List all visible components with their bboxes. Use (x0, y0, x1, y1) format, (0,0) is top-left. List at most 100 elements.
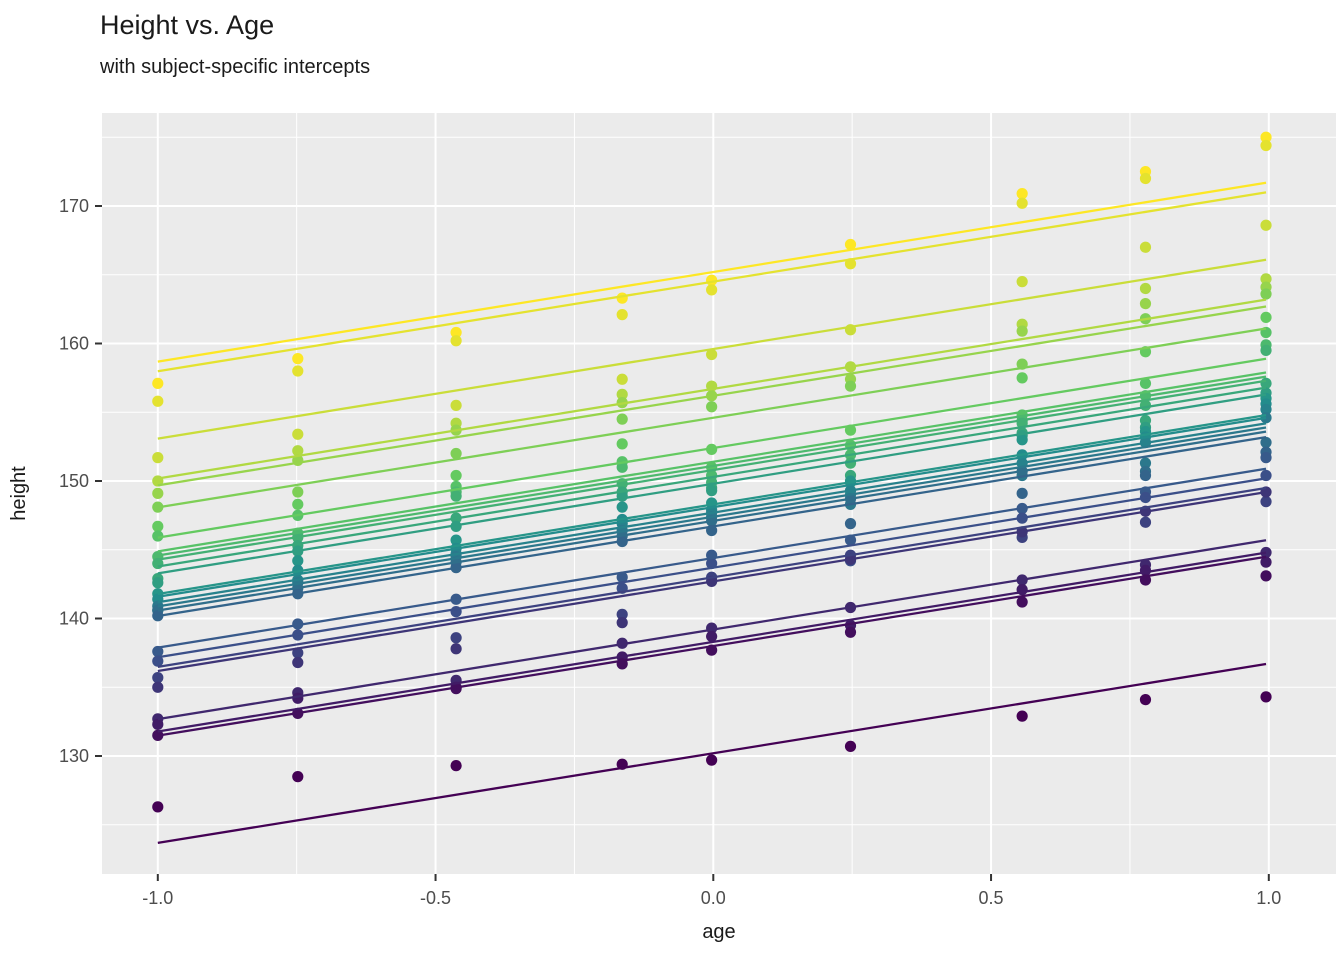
data-point-subject-25 (1016, 596, 1028, 608)
data-point-subject-21 (292, 647, 304, 659)
x-tick-label: 1.0 (1256, 888, 1281, 908)
data-point-subject-2 (1016, 197, 1028, 209)
data-point-subject-4 (1260, 273, 1272, 285)
data-point-subject-8 (152, 530, 164, 542)
data-point-subject-1 (1016, 188, 1028, 200)
data-point-subject-24 (152, 718, 164, 730)
data-point-subject-6 (1260, 288, 1272, 300)
fit-line-subject-6 (157, 327, 1267, 509)
fit-line-subject-9 (157, 375, 1267, 557)
data-point-subject-20 (152, 655, 164, 667)
fit-line-subject-24 (157, 551, 1267, 733)
data-point-subject-18 (1139, 469, 1152, 482)
fit-line-subject-1 (157, 181, 1267, 363)
data-point-subject-1 (292, 353, 304, 365)
chart-title: Height vs. Age (100, 10, 275, 40)
data-point-subject-16 (1139, 457, 1152, 469)
data-point-subject-3 (1016, 276, 1028, 288)
data-point-subject-3 (292, 428, 304, 440)
data-point-subject-7 (152, 520, 164, 532)
data-point-subject-5 (1139, 298, 1152, 310)
fit-line-subject-19 (157, 467, 1267, 649)
data-point-subject-6 (706, 401, 718, 413)
data-point-subject-3 (706, 348, 718, 361)
data-point-subject-3 (1260, 219, 1272, 231)
data-point-subject-1 (152, 377, 164, 389)
data-point-subject-6 (844, 380, 857, 392)
data-point-subject-22 (152, 681, 164, 693)
data-point-subject-2 (1260, 139, 1272, 152)
data-point-subject-21 (152, 672, 164, 684)
data-point-subject-21 (1260, 496, 1272, 508)
data-point-subject-7 (1260, 311, 1272, 323)
data-point-subject-24 (1260, 556, 1272, 568)
data-point-subject-13 (1016, 434, 1028, 446)
data-point-subject-26 (844, 740, 857, 752)
fit-line-subject-13 (157, 414, 1267, 596)
y-tick-label: 160 (59, 334, 89, 354)
data-point-subject-19 (616, 571, 628, 583)
fit-line-subject-7 (157, 357, 1267, 539)
fit-line-subject-23 (157, 539, 1267, 721)
data-point-subject-2 (450, 335, 462, 347)
data-point-subject-26 (292, 771, 304, 783)
data-point-subject-15 (1260, 403, 1272, 416)
fit-line-subject-11 (157, 386, 1267, 568)
data-point-subject-6 (616, 413, 628, 425)
data-point-subject-26 (706, 754, 718, 766)
fit-line-subject-10 (157, 379, 1267, 561)
data-point-subject-2 (706, 284, 718, 296)
data-point-subject-6 (292, 486, 304, 498)
data-point-subject-26 (1139, 694, 1152, 706)
data-point-subject-19 (1260, 452, 1272, 464)
data-point-subject-3 (152, 452, 164, 464)
data-point-subject-26 (1260, 691, 1272, 703)
chart-subtitle: with subject-specific intercepts (100, 56, 371, 78)
fit-line-subject-14 (157, 416, 1267, 598)
data-point-subject-22 (616, 617, 628, 629)
data-point-subject-6 (450, 447, 462, 460)
data-point-subject-19 (152, 645, 164, 658)
data-point-subject-2 (152, 395, 164, 407)
data-point-subject-3 (616, 373, 628, 385)
fit-line-subject-15 (157, 422, 1267, 604)
fit-line-subject-21 (157, 486, 1267, 669)
data-point-subject-17 (1260, 436, 1272, 449)
data-point-subject-4 (616, 388, 628, 400)
data-point-subject-1 (1260, 131, 1272, 143)
y-tick-label: 140 (59, 609, 89, 629)
fit-line-subject-16 (157, 426, 1267, 608)
data-point-subject-9 (616, 461, 628, 473)
data-point-subject-3 (1139, 241, 1152, 253)
data-point-subject-26 (1016, 710, 1028, 722)
data-point-subject-2 (292, 365, 304, 377)
fit-line-subject-17 (157, 430, 1267, 612)
fit-line-subject-22 (157, 491, 1267, 673)
data-point-subject-21 (450, 632, 462, 644)
data-point-subject-23 (1260, 546, 1272, 559)
data-point-subject-26 (450, 760, 462, 772)
fit-line-subject-20 (157, 477, 1267, 659)
fit-line-subject-3 (157, 258, 1267, 440)
data-point-subject-13 (450, 534, 462, 546)
plot-panel (102, 113, 1336, 874)
fit-line-subject-18 (157, 436, 1267, 618)
y-tick-label: 130 (59, 746, 89, 766)
data-point-subject-22 (292, 656, 304, 669)
data-point-subject-13 (616, 501, 628, 513)
data-point-subject-7 (616, 438, 628, 450)
x-tick-label: 0.0 (701, 888, 726, 908)
x-tick-label: -1.0 (142, 888, 173, 908)
data-point-subject-21 (616, 608, 628, 620)
data-point-subject-1 (844, 238, 857, 251)
fit-line-subject-8 (157, 371, 1267, 553)
data-point-subject-2 (1139, 172, 1152, 185)
data-point-subject-12 (152, 577, 164, 589)
data-point-subject-4 (292, 445, 304, 457)
data-point-subject-7 (1016, 372, 1028, 384)
x-axis-title: age (702, 921, 735, 943)
y-axis-title: height (8, 466, 30, 521)
y-tick-label: 150 (59, 471, 89, 491)
